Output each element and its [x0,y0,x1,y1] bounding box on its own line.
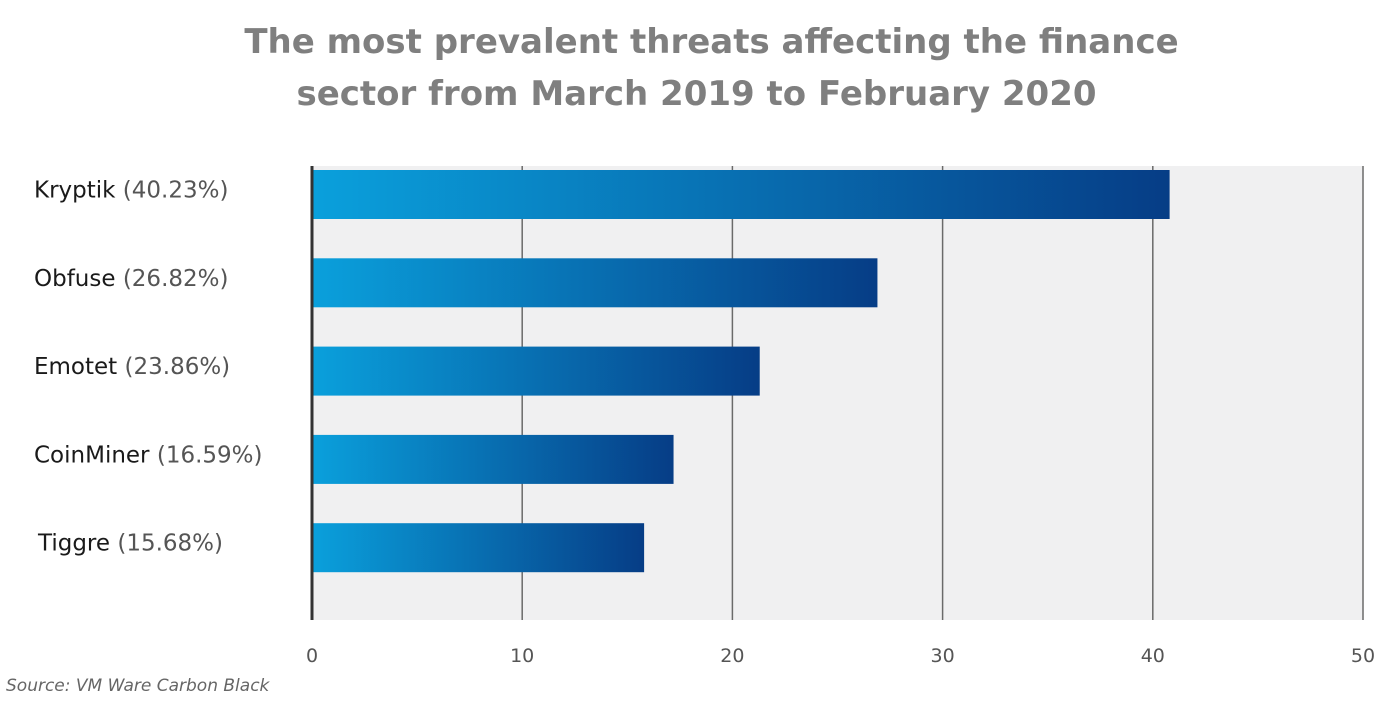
category-label: Emotet (23.86%) [34,354,230,380]
bar-obfuse [312,258,878,308]
chart-title-line-2: sector from March 2019 to February 2020 [296,74,1097,114]
bar-chart: Kryptik (40.23%) Obfuse (26.82%) Emotet (2… [34,166,1375,667]
x-tick-label: 50 [1351,645,1375,667]
category-percent: (23.86%) [117,354,230,380]
category-name: CoinMiner [34,442,150,468]
category-label: Tiggre (15.68%) [37,530,223,556]
chart-title: The most prevalent threats affecting the… [0,16,1393,120]
bar-emotet [312,346,760,396]
x-tick-label: 0 [306,645,318,667]
category-percent: (15.68%) [110,530,223,556]
category-name: Tiggre [37,530,110,556]
bars [312,170,1170,573]
category-name: Obfuse [34,265,116,291]
chart-title-line-1: The most prevalent threats affecting the… [244,22,1179,62]
x-axis-ticks: 0 10 20 30 40 50 [306,645,1375,667]
x-tick-label: 30 [931,645,955,667]
bar-kryptik [312,170,1170,219]
category-percent: (26.82%) [116,265,229,291]
category-name: Kryptik [34,177,116,203]
category-label: Kryptik (40.23%) [34,177,228,203]
source-note: Source: VM Ware Carbon Black [6,676,270,696]
category-label: CoinMiner (16.59%) [34,442,263,468]
bar-coinminer [312,434,674,484]
category-percent: (16.59%) [150,442,263,468]
category-label: Obfuse (26.82%) [34,265,228,291]
category-labels: Kryptik (40.23%) Obfuse (26.82%) Emotet (2… [34,177,263,556]
x-tick-label: 20 [720,645,744,667]
category-name: Emotet [34,354,117,380]
x-tick-label: 10 [510,645,534,667]
category-percent: (40.23%) [115,177,228,203]
bar-tiggre [312,523,645,573]
x-tick-label: 40 [1141,645,1165,667]
